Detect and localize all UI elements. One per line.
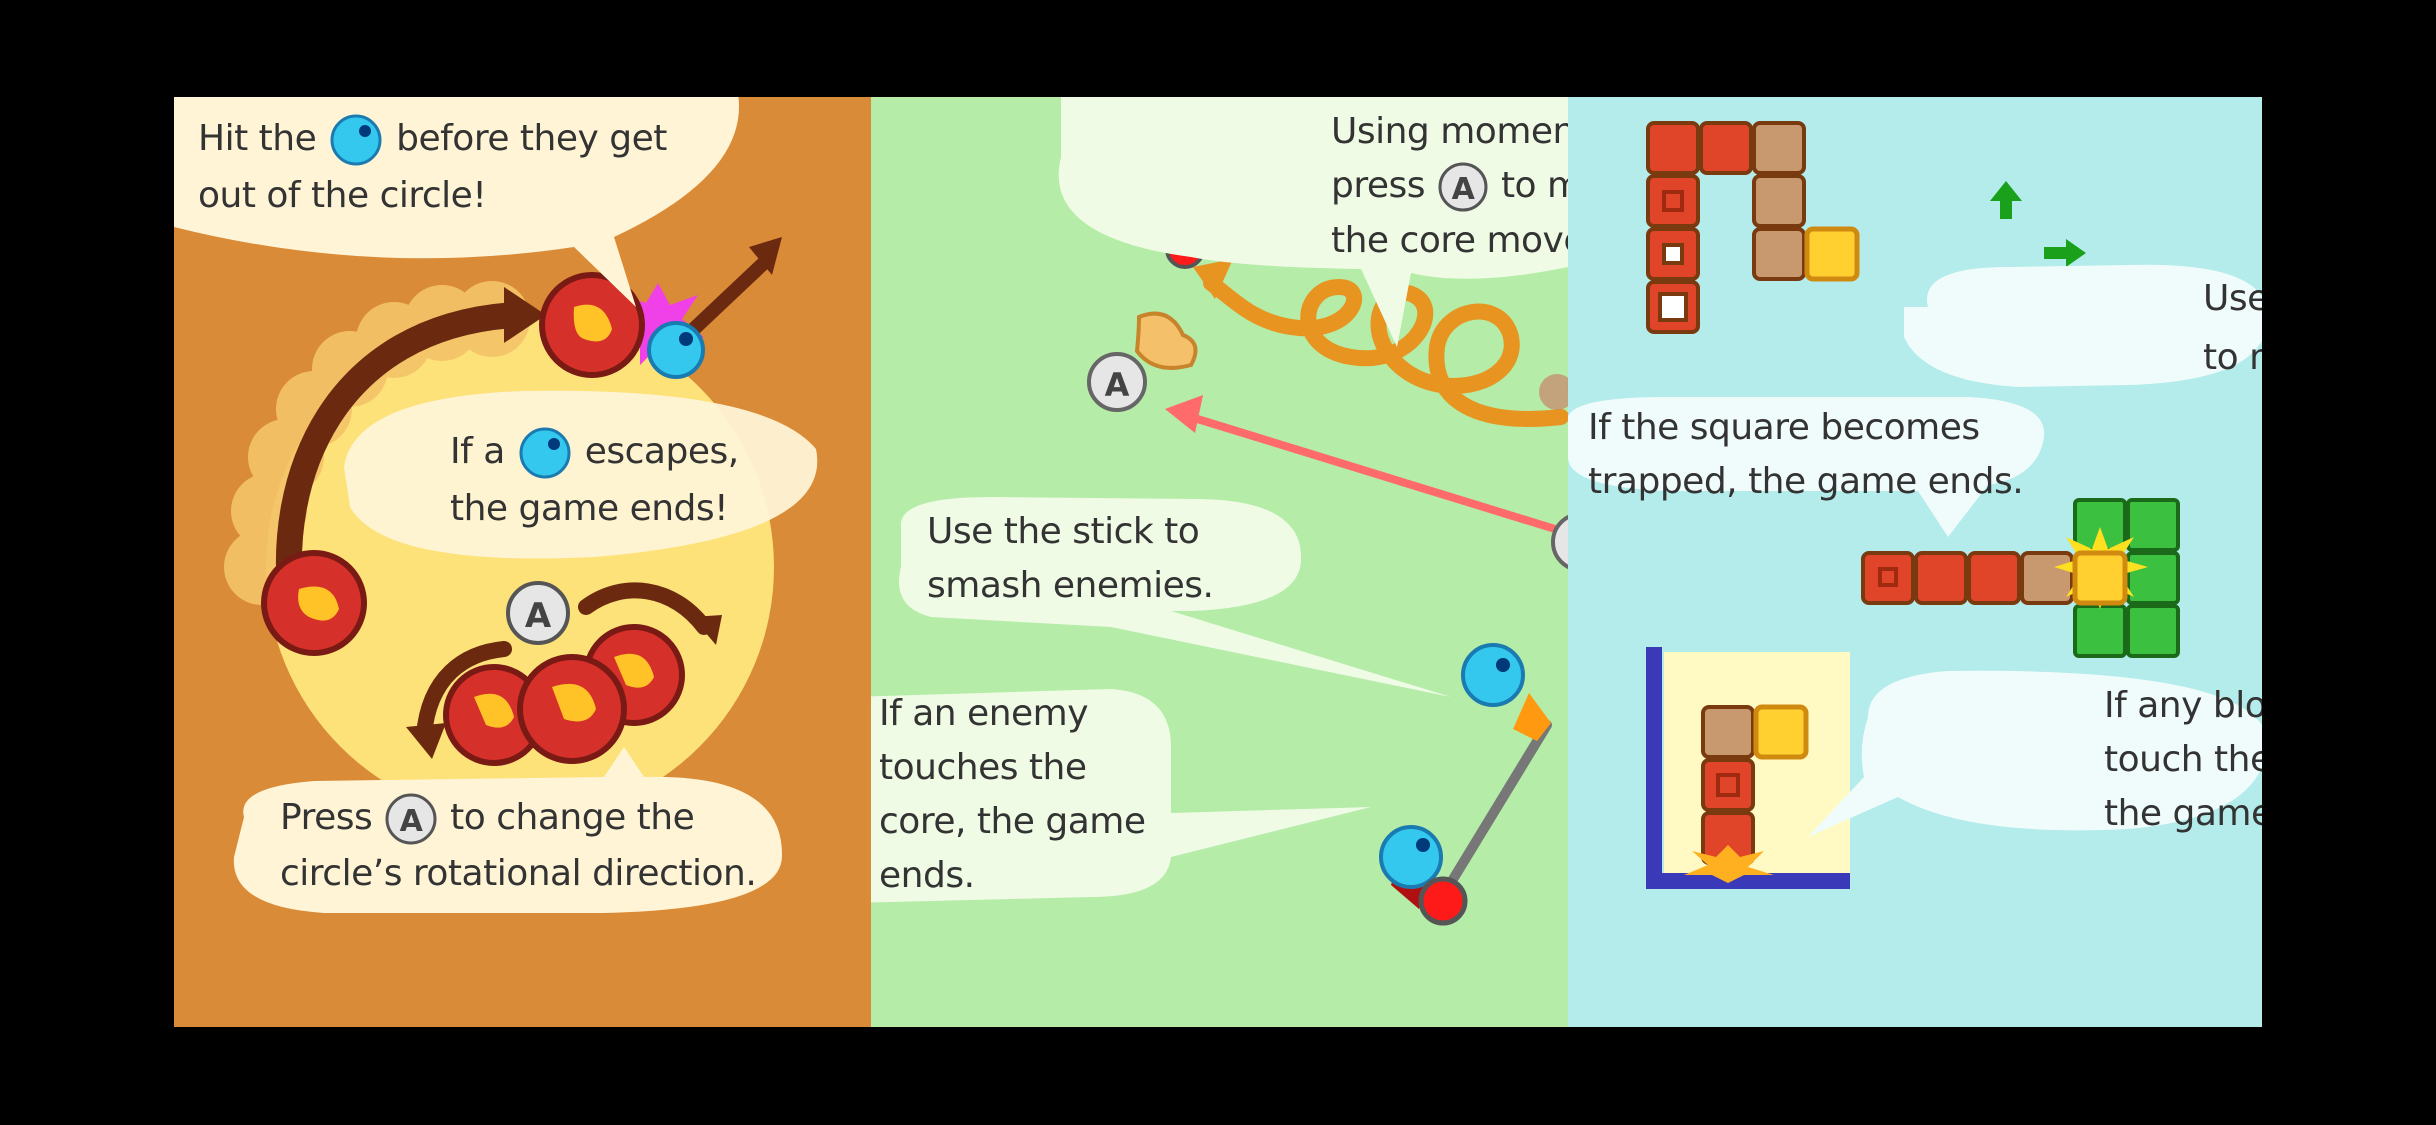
tip-move-text: Use to move. [2203, 269, 2262, 385]
a-button-icon: A [1551, 514, 1568, 570]
tip-stick-text: Use the stick to smash enemies. [927, 511, 1214, 606]
escaping-enemy [647, 321, 705, 379]
well-area [1664, 652, 1850, 877]
a-button-icon: A [506, 581, 570, 645]
block-snake-trapped [1861, 551, 2074, 605]
enemy-ball [1379, 825, 1443, 889]
svg-text:A: A [1105, 366, 1130, 404]
block-game-illustration [1568, 121, 2262, 889]
bubble-hit-tip [174, 97, 739, 307]
finger-icon [1134, 311, 1198, 370]
bubble-stick-tip [899, 497, 1451, 697]
block-snake-bottom [1701, 705, 1755, 865]
orbit-ball-left [261, 550, 367, 656]
enemy-icon [330, 114, 382, 166]
bubble-move-tip [1904, 264, 2262, 387]
bubble-press-tip [233, 747, 783, 913]
tip-press-text: Press A to change the circle’s rotationa… [280, 791, 757, 901]
panel-stick-game: A A [871, 97, 1568, 1027]
bubble-escape-tip [344, 390, 818, 559]
green-wall-blocks [2073, 498, 2180, 658]
svg-text:A: A [400, 804, 424, 839]
bubble-bottom-tip [1808, 670, 2262, 837]
momentum-path [1203, 275, 1568, 427]
core-ball [1418, 876, 1468, 926]
tip-escape-text: If a escapes, the game ends! [450, 424, 739, 536]
block-snake-top [1646, 121, 1806, 334]
stick-game-illustration: A A [871, 97, 1568, 926]
a-button-icon: A [1087, 352, 1147, 412]
panel-circle-game: A Hit the before they get out of the cir… [174, 97, 871, 1027]
player-square-bottom [1753, 704, 1809, 760]
tip-hit-text: Hit the before they get out of the circl… [198, 111, 667, 223]
bubble-momentum-tip [1058, 97, 1568, 347]
tip-bottom-text: If any blocks touch the bottom, the game… [2104, 685, 2262, 834]
rotation-arrow [276, 302, 527, 620]
a-button-icon: A [385, 793, 437, 845]
panel-block-game: Use to move. If the square becomes trapp… [1568, 97, 2262, 1027]
enemy-icon [519, 427, 571, 479]
bubble-enemy-tip [871, 689, 1371, 903]
bubble-trapped-tip [1568, 397, 2045, 537]
orbit-ball-cluster [443, 624, 685, 766]
svg-text:A: A [525, 596, 552, 636]
circle-game-illustration: A [174, 97, 818, 913]
tip-enemy-text: If an enemy touches the core, the game e… [879, 693, 1146, 896]
a-button-icon: A [1438, 162, 1488, 212]
svg-text:A: A [1452, 172, 1476, 207]
tip-momentum-text: Using momentum, press A to make the core… [1331, 111, 1568, 261]
enemy-ball [1461, 643, 1525, 707]
game-instructions-screen: A Hit the before they get out of the cir… [174, 97, 2262, 1027]
launch-arrow [1187, 413, 1568, 538]
impact-burst [1513, 693, 1551, 741]
orbit-ball-top [539, 272, 645, 378]
player-square-trapped [2072, 550, 2128, 606]
impact-burst [1684, 845, 1774, 883]
tip-trapped-text: If the square becomes trapped, the game … [1588, 407, 2024, 502]
well-wall [1646, 647, 1850, 889]
player-square [1804, 226, 1860, 282]
